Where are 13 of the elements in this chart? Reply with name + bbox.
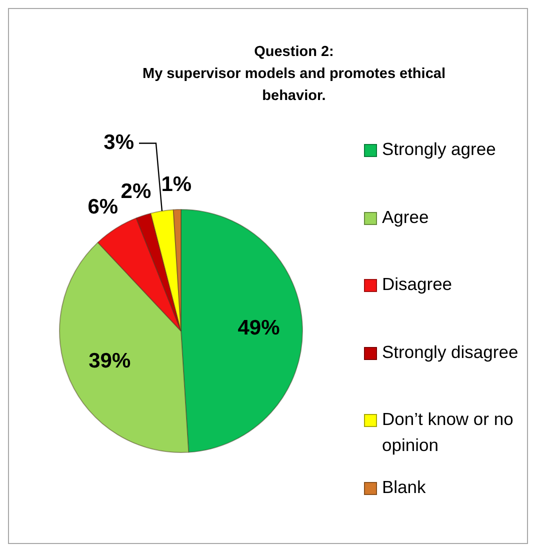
data-label: 39%: [88, 350, 131, 373]
legend-label: Agree: [382, 206, 430, 229]
data-label: 49%: [238, 316, 280, 340]
legend-label: Don’t know or no opinion: [382, 408, 514, 457]
legend-label: Strongly disagree: [382, 340, 520, 364]
data-label: 2%: [120, 180, 152, 204]
legend-label: Strongly agree: [382, 138, 497, 161]
data-label: 3%: [104, 131, 134, 154]
data-label: 1%: [161, 173, 192, 196]
legend-label: Disagree: [382, 273, 454, 296]
legend-label: Blank: [382, 476, 427, 498]
data-label: 6%: [88, 196, 118, 219]
chart-title: Question 2: My supervisor models and promotes ethical behavior.: [142, 43, 446, 106]
